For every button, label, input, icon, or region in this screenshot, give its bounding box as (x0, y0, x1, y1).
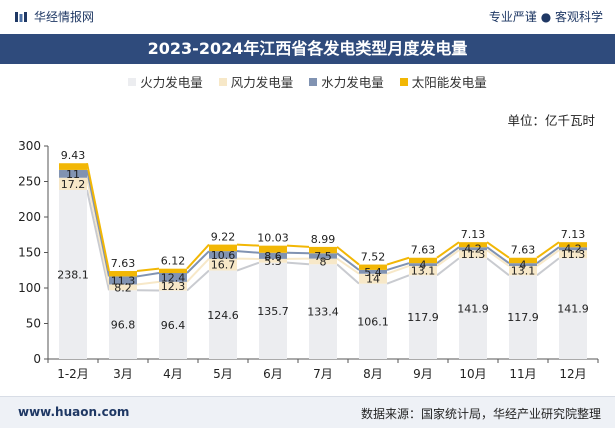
connector-line (287, 246, 309, 247)
connector-line (287, 263, 309, 265)
x-tick-label: 8月 (363, 367, 383, 381)
x-tick-label: 10月 (459, 367, 486, 381)
data-label: 141.9 (557, 303, 589, 316)
y-tick-label: 50 (26, 317, 41, 331)
x-tick-label: 3月 (113, 367, 133, 381)
footer: www.huaon.com 数据来源：国家统计局，华经产业研究院整理 (0, 396, 615, 428)
data-label: 96.4 (161, 319, 186, 332)
connector-line (237, 245, 259, 246)
connector-line (137, 282, 159, 285)
connector-line (537, 250, 559, 266)
data-label: 6.12 (161, 255, 186, 268)
x-tick-label: 11月 (509, 367, 536, 381)
data-label: 96.8 (111, 319, 136, 332)
stacked-bar-chart: 0 50 100 150 200 250 300 1-2月 3月 4月 5月 6月 7月 8月 9月 10月 1… (0, 0, 615, 396)
x-tick-label: 6月 (263, 367, 283, 381)
connector-line (87, 178, 109, 285)
data-label: 106.1 (357, 315, 389, 328)
x-tick-label: 4月 (163, 367, 183, 381)
x-tick-label: 5月 (213, 367, 233, 381)
data-label: 4 (420, 259, 427, 272)
data-label: 10.03 (257, 232, 289, 245)
data-label: 10.6 (211, 249, 236, 262)
data-label: 7.5 (314, 250, 332, 263)
y-tick-label: 0 (33, 352, 41, 366)
data-label: 11.3 (111, 274, 136, 287)
data-label: 12.4 (161, 271, 186, 284)
x-tick-label: 9月 (413, 367, 433, 381)
data-label: 7.63 (511, 244, 536, 257)
x-tick-label: 7月 (313, 367, 333, 381)
y-tick-label: 150 (18, 246, 41, 260)
data-label: 4.2 (464, 243, 482, 256)
data-label: 11 (66, 168, 80, 181)
data-label: 5.4 (364, 266, 382, 279)
connector-line (87, 163, 109, 271)
data-label: 4.2 (564, 243, 582, 256)
data-label: 117.9 (507, 311, 539, 324)
connector-line (237, 263, 259, 271)
x-tick-label: 1-2月 (57, 367, 89, 381)
connector-line (87, 190, 109, 290)
data-label: 7.13 (561, 228, 586, 241)
y-tick-label: 200 (18, 210, 41, 224)
connector-line (437, 250, 459, 266)
y-tick-label: 100 (18, 281, 41, 295)
data-label: 9.22 (211, 231, 236, 244)
data-label: 238.1 (57, 268, 89, 281)
connector-line (487, 250, 509, 266)
connector-line (187, 271, 209, 291)
data-label: 4 (520, 259, 527, 272)
y-tick-label: 300 (18, 139, 41, 153)
data-label: 141.9 (457, 303, 489, 316)
data-label: 124.6 (207, 309, 239, 322)
data-label: 7.63 (411, 244, 436, 257)
y-tick-label: 250 (18, 175, 41, 189)
x-tick-label: 12月 (559, 367, 586, 381)
connector-line (87, 170, 109, 277)
data-label: 135.7 (257, 305, 289, 318)
data-label: 8.6 (264, 250, 282, 263)
connector-line (387, 275, 409, 283)
data-label: 8.99 (311, 233, 336, 246)
connector-line (187, 245, 209, 269)
connector-line (137, 269, 159, 271)
connector-line (237, 251, 259, 253)
data-label: 7.63 (111, 257, 136, 270)
connector-line (137, 273, 159, 276)
footer-source: 数据来源：国家统计局，华经产业研究院整理 (361, 405, 601, 422)
data-label: 7.52 (361, 251, 386, 264)
data-label: 133.4 (307, 306, 339, 319)
data-label: 117.9 (407, 311, 439, 324)
data-label: 9.43 (61, 149, 86, 162)
data-label: 7.13 (461, 228, 486, 241)
footer-site: www.huaon.com (18, 405, 129, 419)
